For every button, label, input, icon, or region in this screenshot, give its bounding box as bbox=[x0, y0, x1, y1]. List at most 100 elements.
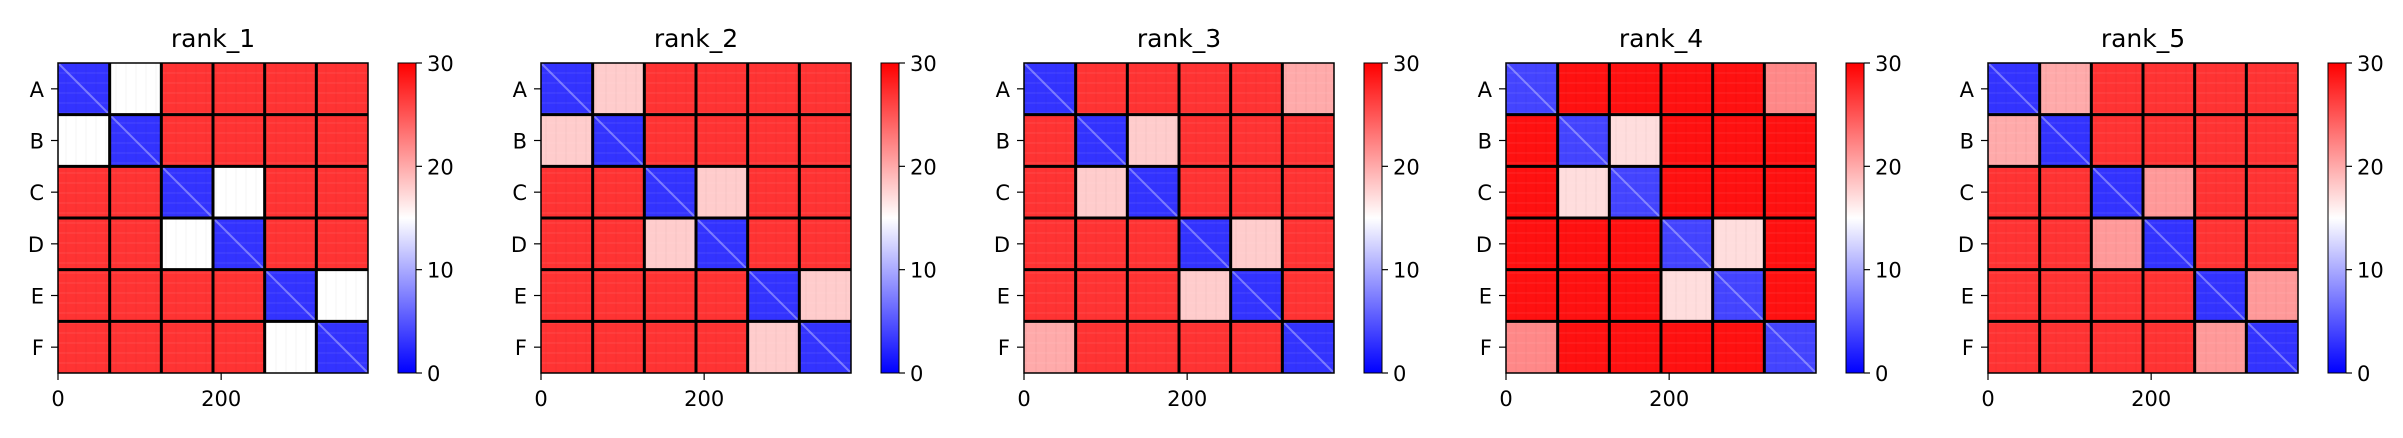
cell-texture bbox=[1557, 218, 1610, 270]
diagonal-line bbox=[2193, 268, 2248, 323]
axes-frame bbox=[57, 62, 369, 374]
cell-texture bbox=[161, 63, 213, 115]
diagonal-line bbox=[1281, 320, 1335, 374]
cell-texture bbox=[1988, 63, 2040, 115]
cell-texture bbox=[1661, 114, 1713, 167]
cell-texture bbox=[592, 63, 645, 115]
cell-texture bbox=[2194, 63, 2247, 115]
colorbar bbox=[880, 62, 900, 374]
cell-texture bbox=[696, 166, 748, 218]
cell-texture bbox=[1024, 269, 1076, 322]
colorbar bbox=[397, 62, 417, 374]
diagonal-line bbox=[540, 62, 594, 116]
y-tick-label: D bbox=[1476, 233, 1492, 257]
diagonal-line bbox=[315, 320, 369, 374]
cell-texture bbox=[799, 114, 851, 167]
cell-texture bbox=[1506, 166, 1558, 218]
cell-texture bbox=[1230, 63, 1283, 115]
cell-texture bbox=[2091, 63, 2143, 115]
cell-texture bbox=[2246, 166, 2298, 218]
x-tick-label: 0 bbox=[1017, 387, 1030, 411]
cell-texture bbox=[1127, 166, 1179, 218]
x-tick-label: 0 bbox=[1981, 387, 1994, 411]
cell-texture bbox=[1127, 321, 1179, 373]
cell-texture bbox=[747, 218, 800, 270]
x-tick-label: 200 bbox=[201, 387, 241, 411]
y-tick-label: B bbox=[513, 130, 527, 154]
cell-texture bbox=[1661, 269, 1713, 322]
cell-texture bbox=[1282, 166, 1334, 218]
cell-texture bbox=[2143, 218, 2195, 270]
cell-texture bbox=[1557, 321, 1610, 373]
cell-texture bbox=[1282, 321, 1334, 373]
cell-texture bbox=[799, 166, 851, 218]
cell-texture bbox=[696, 114, 748, 167]
colorbar-tick-label: 10 bbox=[1393, 259, 1420, 283]
cell-texture bbox=[592, 218, 645, 270]
y-tick-label: F bbox=[998, 336, 1010, 360]
diagonal-line bbox=[695, 217, 749, 271]
cell-texture bbox=[2091, 321, 2143, 373]
y-tick-label: F bbox=[1480, 336, 1492, 360]
cell-texture bbox=[1506, 218, 1558, 270]
diagonal-line bbox=[746, 268, 801, 323]
cell-texture bbox=[592, 269, 645, 322]
diagonal-line bbox=[108, 113, 163, 168]
colorbar-tick-label: 30 bbox=[1393, 52, 1420, 76]
panel-title: rank_2 bbox=[654, 24, 738, 53]
diagonal-line bbox=[1608, 165, 1662, 219]
cell-texture bbox=[1282, 114, 1334, 167]
y-tick-label: D bbox=[1958, 233, 1974, 257]
cell-texture bbox=[541, 218, 593, 270]
cell-texture bbox=[1557, 166, 1610, 218]
y-tick-label: A bbox=[1960, 78, 1975, 102]
colorbar-tick-label: 0 bbox=[910, 362, 923, 386]
cell-texture bbox=[1024, 114, 1076, 167]
cell-texture bbox=[1127, 269, 1179, 322]
colorbar-tick-label: 0 bbox=[2357, 362, 2370, 386]
cell-texture bbox=[1557, 63, 1610, 115]
cell-texture bbox=[799, 63, 851, 115]
cell-texture bbox=[1179, 269, 1231, 322]
cell-texture bbox=[1179, 114, 1231, 167]
cell-texture bbox=[1075, 166, 1128, 218]
diagonal-line bbox=[798, 320, 852, 374]
cell-texture bbox=[644, 166, 696, 218]
cell-texture bbox=[799, 321, 851, 373]
heatmap-panel-3: rank_3 A B C D E F 0 200 0 10 20 30 bbox=[994, 24, 1420, 411]
diagonal-line bbox=[1660, 217, 1714, 271]
cell-texture bbox=[1179, 166, 1231, 218]
y-tick-label: C bbox=[995, 181, 1010, 205]
cell-texture bbox=[2039, 166, 2092, 218]
colorbar-tick-label: 10 bbox=[910, 259, 937, 283]
cell-texture bbox=[2143, 166, 2195, 218]
cell-texture bbox=[1282, 218, 1334, 270]
cell-texture bbox=[1024, 218, 1076, 270]
cell-texture bbox=[316, 321, 368, 373]
cell-texture bbox=[161, 321, 213, 373]
x-tick-label: 200 bbox=[1649, 387, 1689, 411]
diagonal-line bbox=[212, 217, 266, 271]
cell-texture bbox=[1988, 114, 2040, 167]
axes-frame bbox=[540, 62, 852, 374]
cell-texture bbox=[1179, 63, 1231, 115]
diagonal-line bbox=[2038, 113, 2093, 168]
cell-texture bbox=[2091, 269, 2143, 322]
cell-texture bbox=[109, 63, 162, 115]
y-tick-label: B bbox=[1960, 130, 1974, 154]
diagonal-line bbox=[263, 268, 318, 323]
cell-texture bbox=[213, 218, 265, 270]
y-tick-label: E bbox=[514, 285, 527, 309]
y-tick-label: C bbox=[1959, 181, 1974, 205]
cell-texture bbox=[161, 269, 213, 322]
cell-texture bbox=[1609, 114, 1661, 167]
colorbar-tick-label: 10 bbox=[2357, 259, 2384, 283]
diagonal-line bbox=[2142, 217, 2196, 271]
cell-texture bbox=[1075, 321, 1128, 373]
cell-texture bbox=[2246, 114, 2298, 167]
cell-texture bbox=[109, 321, 162, 373]
cell-texture bbox=[2246, 218, 2298, 270]
cell-texture bbox=[264, 63, 317, 115]
y-tick-label: E bbox=[997, 285, 1010, 309]
